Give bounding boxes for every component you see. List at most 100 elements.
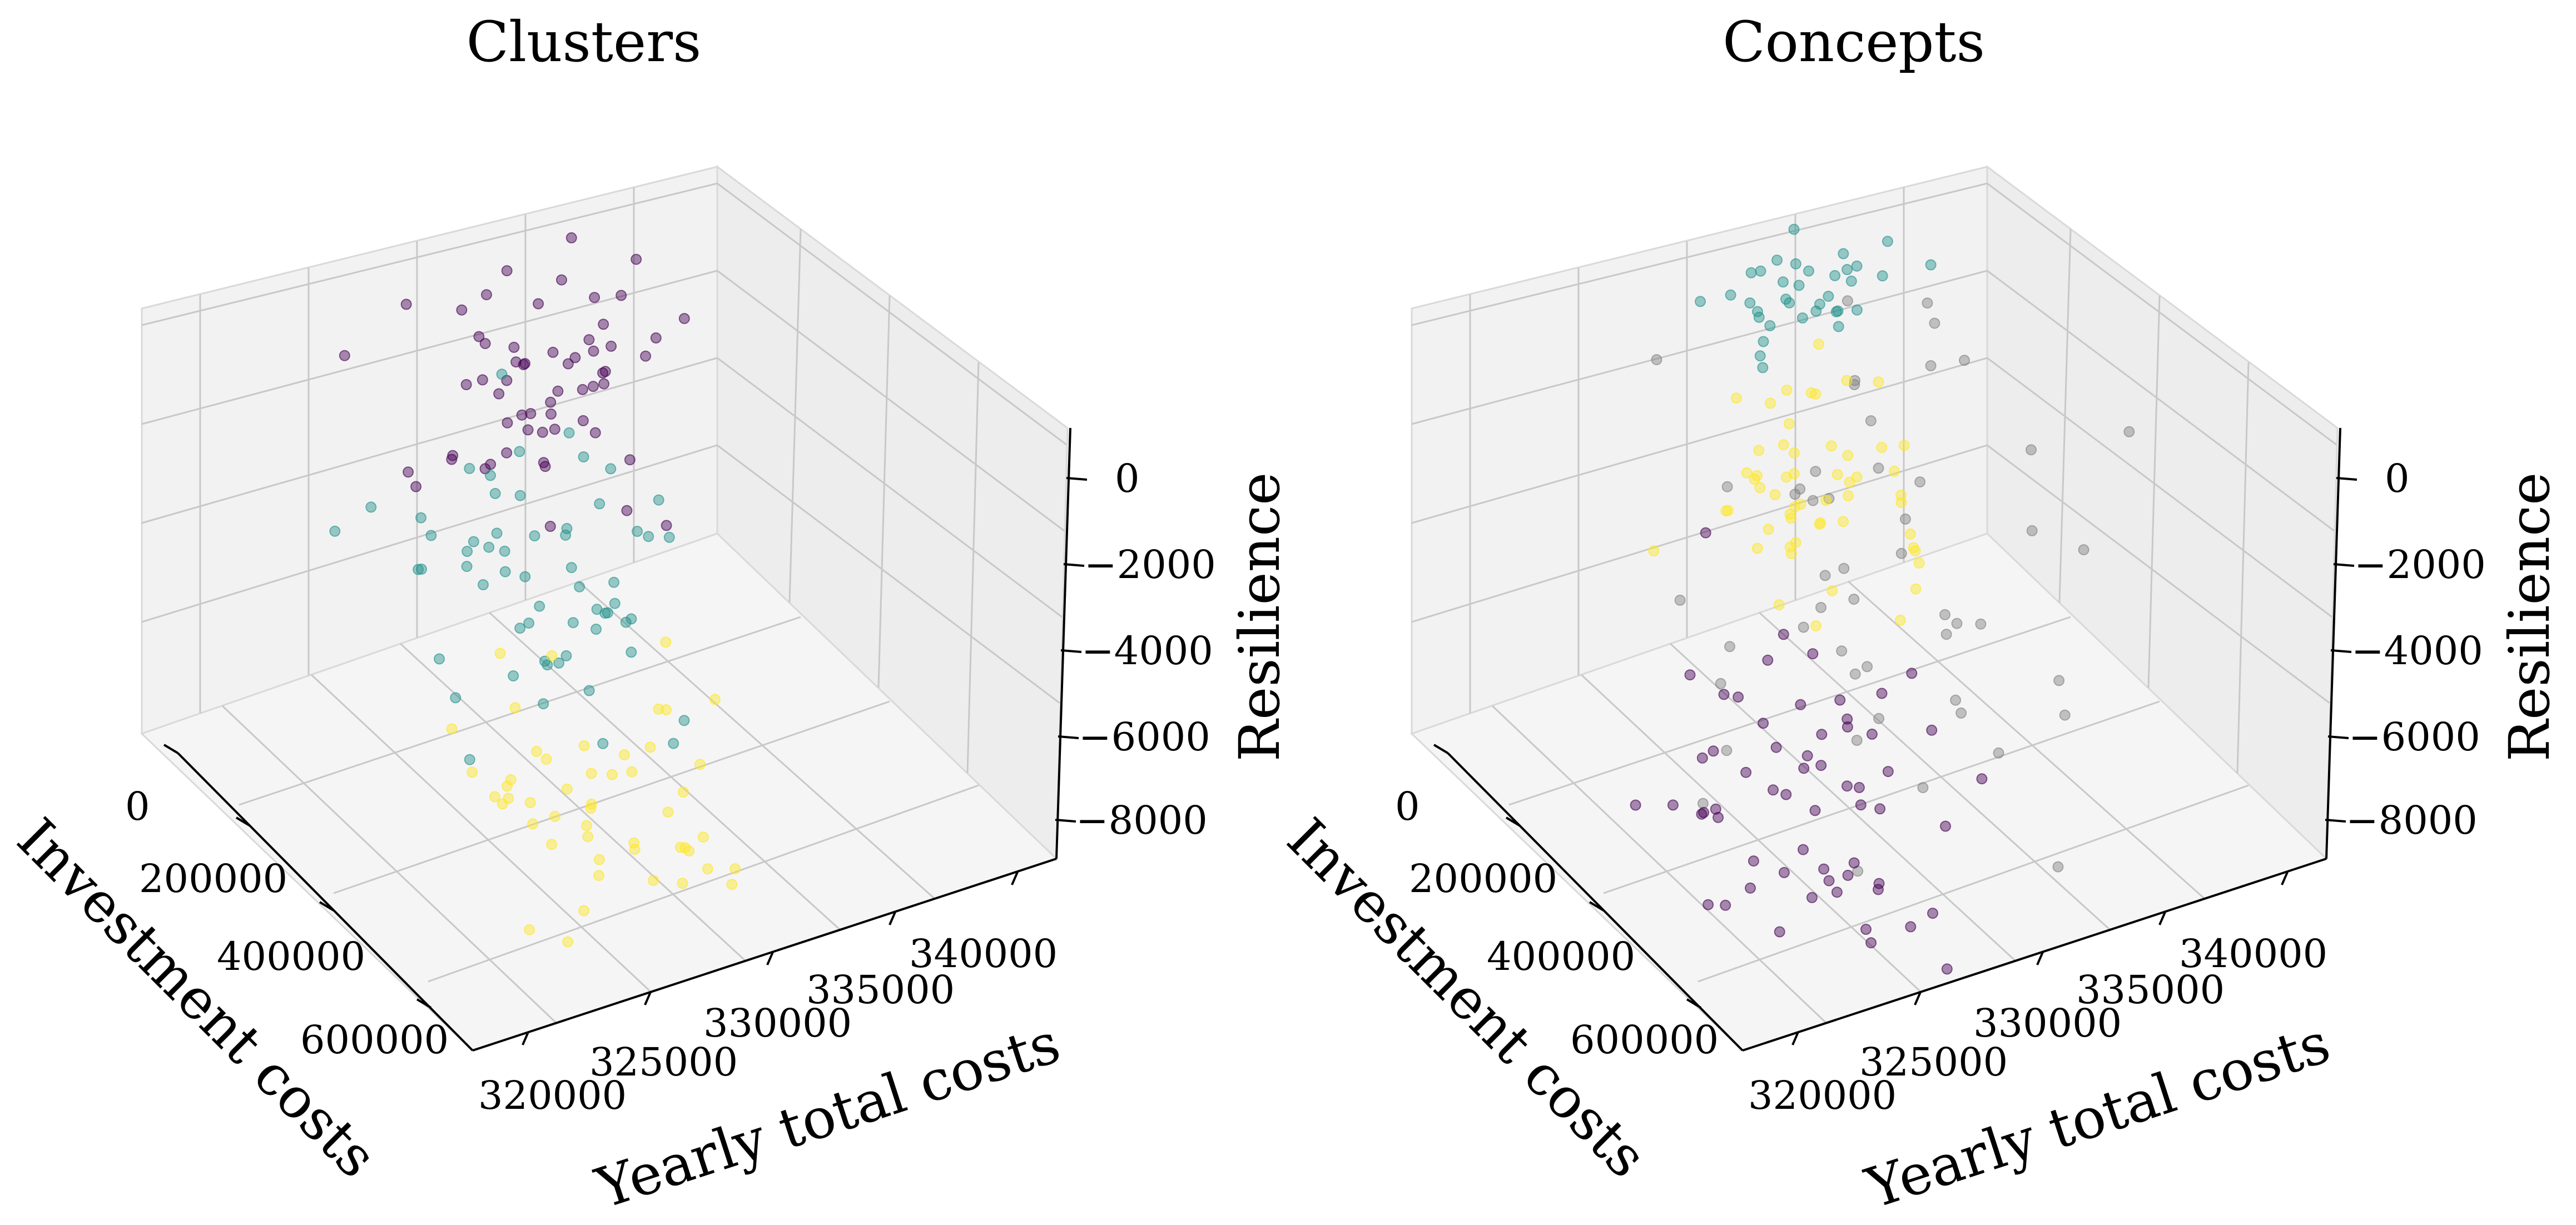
scatter-point-cluster-2: [563, 427, 575, 439]
scatter-point-cluster-1: [410, 481, 422, 492]
scatter-point-cluster-3: [585, 768, 597, 779]
scatter-point-cluster-2: [523, 618, 535, 629]
scatter-point-concept-1: [1803, 265, 1814, 277]
scatter-point-concept-1: [1838, 248, 1849, 260]
scatter-point-cluster-1: [589, 427, 601, 439]
scatter-point-unassigned: [1849, 375, 1860, 386]
scatter-point-cluster-3: [578, 740, 590, 751]
scatter-point-concept-2: [1720, 505, 1732, 517]
scatter-point-concept-2: [1913, 557, 1925, 569]
z-tick-mark: [2330, 649, 2352, 653]
scatter-point-concept-2: [1909, 545, 1921, 557]
scatter-point-cluster-2: [529, 530, 540, 542]
scatter-point-concept-3: [1778, 629, 1789, 640]
scatter-point-cluster-1: [631, 253, 642, 265]
scatter-point-unassigned: [1959, 355, 1970, 366]
scatter-point-concept-3: [1842, 721, 1853, 733]
scatter-point-concept-3: [1798, 763, 1810, 774]
scatter-point-concept-2: [1730, 392, 1742, 404]
scatter-point-unassigned: [1651, 354, 1662, 366]
scatter-point-unassigned: [1721, 745, 1733, 756]
scatter-point-concept-3: [1708, 745, 1719, 757]
scatter-point-cluster-1: [539, 461, 551, 472]
y-tick-label: 320000: [478, 1073, 627, 1118]
scatter-point-cluster-1: [501, 265, 513, 277]
scatter-point-concept-3: [1834, 694, 1846, 706]
scatter-point-cluster-3: [505, 774, 517, 785]
scatter-point-unassigned: [1848, 594, 1860, 605]
scatter-point-concept-2: [1820, 495, 1832, 506]
scatter-point-concept-3: [1882, 766, 1894, 778]
x-tick-mark: [163, 744, 179, 754]
scatter-point-concept-3: [1710, 803, 1721, 815]
scatter-point-cluster-2: [416, 564, 427, 575]
scatter-point-concept-1: [1842, 264, 1853, 275]
scatter-point-concept-2: [1786, 548, 1797, 559]
scatter-point-concept-1: [1810, 305, 1822, 317]
scatter-point-concept-2: [1873, 376, 1884, 388]
scatter-point-cluster-3: [677, 878, 688, 889]
scatter-point-cluster-2: [499, 545, 510, 557]
y-axis-line: [472, 858, 1057, 1052]
scatter-point-cluster-1: [544, 521, 556, 532]
scatter-point-concept-2: [1763, 524, 1774, 535]
scatter-point-cluster-2: [653, 494, 664, 506]
scatter-point-cluster-3: [562, 936, 574, 948]
scatter-point-concept-3: [1807, 648, 1819, 660]
y-tick-label: 330000: [703, 1000, 852, 1046]
scatter-point-concept-3: [1703, 899, 1714, 910]
y-tick-mark: [766, 952, 774, 965]
scatter-point-concept-3: [1718, 689, 1730, 700]
z-tick-label: −6000: [1079, 714, 1210, 760]
scatter-point-cluster-1: [519, 358, 531, 370]
scatter-point-cluster-2: [609, 597, 621, 609]
scatter-point-concept-3: [1866, 728, 1878, 740]
z-tick-label: −2000: [1084, 542, 1216, 587]
x-tick-mark: [416, 998, 432, 1009]
scatter-point-concept-3: [1815, 760, 1827, 771]
scatter-point-concept-3: [1874, 803, 1886, 815]
scatter-point-cluster-1: [537, 426, 548, 438]
scatter-point-concept-1: [1771, 255, 1783, 266]
scatter-point-concept-2: [1898, 440, 1910, 451]
scatter-point-cluster-3: [585, 798, 597, 810]
z-tick-mark: [1063, 563, 1085, 567]
scatter-point-cluster-1: [588, 345, 599, 357]
z-tick-value: 4000: [1114, 628, 1213, 674]
x-tick-mark: [1433, 744, 1449, 754]
scatter-point-cluster-1: [678, 313, 690, 325]
scatter-point-cluster-2: [415, 512, 427, 524]
clusters-axes-box: [140, 165, 1071, 1052]
scatter-point-concept-1: [1823, 291, 1834, 302]
scatter-point-concept-2: [1648, 545, 1660, 556]
scatter-point-cluster-1: [545, 396, 557, 408]
scatter-point-cluster-3: [677, 786, 689, 798]
scatter-point-unassigned: [1721, 481, 1733, 492]
scatter-point-concept-3: [1860, 924, 1872, 935]
scatter-point-cluster-2: [597, 738, 609, 749]
scatter-point-cluster-2: [519, 571, 531, 582]
scatter-point-unassigned: [1939, 609, 1950, 620]
scatter-point-cluster-1: [569, 352, 581, 363]
scatter-point-concept-3: [1853, 781, 1865, 793]
z-tick-mark: [2336, 477, 2357, 481]
scatter-point-cluster-1: [446, 454, 458, 465]
y-tick-mark: [2158, 912, 2166, 925]
scatter-point-concept-3: [1740, 766, 1752, 778]
scatter-point-unassigned: [1955, 707, 1967, 719]
z-tick-label: −4000: [2351, 628, 2483, 674]
scatter-point-concept-3: [1733, 691, 1744, 703]
scatter-point-concept-3: [1876, 688, 1888, 699]
z-tick-label: −2000: [2354, 542, 2486, 587]
scatter-point-cluster-1: [479, 338, 491, 350]
scatter-point-cluster-1: [599, 366, 611, 377]
y-tick-label: 325000: [589, 1039, 738, 1085]
scatter-point-concept-3: [1831, 887, 1843, 898]
scatter-point-concept-2: [1783, 418, 1795, 430]
z-axis-label: Resilience: [1227, 472, 1292, 762]
scatter-point-cluster-3: [626, 766, 638, 778]
z-axis-line: [1055, 427, 1071, 859]
z-tick-label: −4000: [1081, 628, 1213, 674]
scatter-point-unassigned: [1873, 713, 1885, 724]
scatter-point-concept-2: [1843, 490, 1854, 501]
